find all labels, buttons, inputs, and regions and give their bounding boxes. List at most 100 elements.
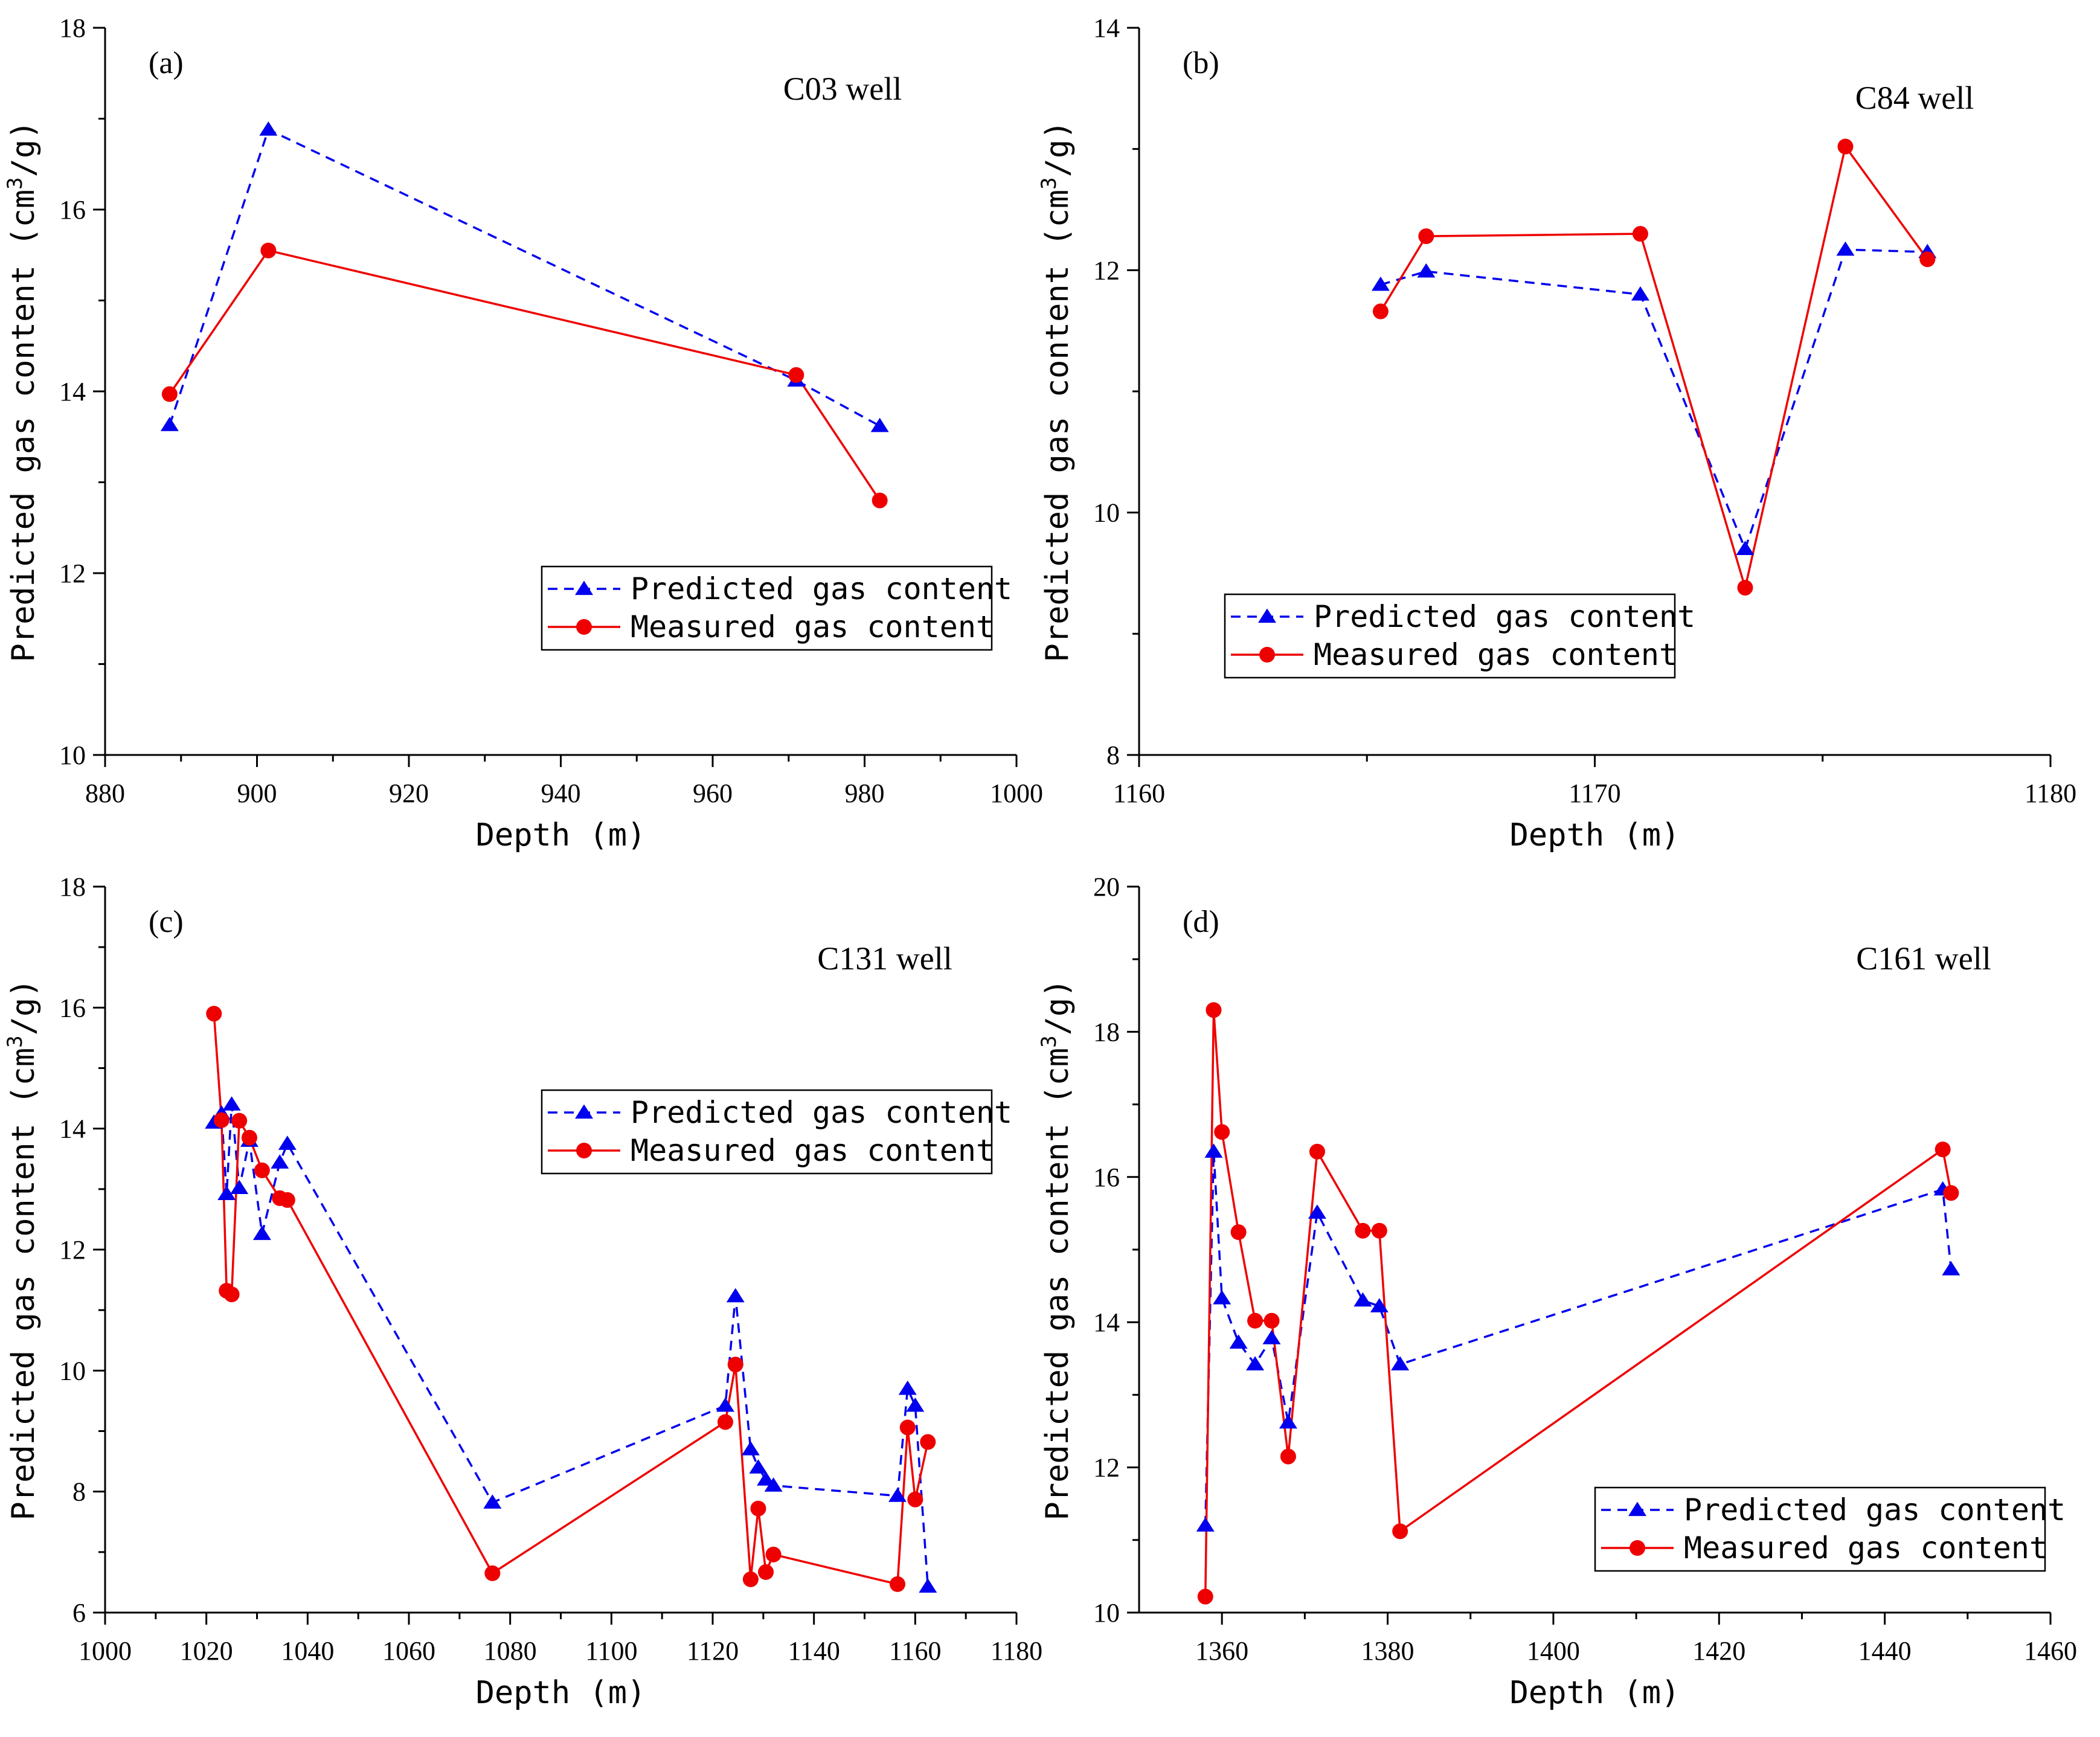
- x-axis-title: Depth (m): [1510, 817, 1680, 853]
- measured-point: [907, 1491, 923, 1507]
- y-tick-label: 18: [1093, 1017, 1120, 1047]
- predicted-point: [1204, 1143, 1223, 1158]
- legend-entry-label: Measured gas content: [631, 1133, 994, 1168]
- panel-label: (b): [1183, 46, 1219, 80]
- x-tick-label: 1420: [1692, 1636, 1745, 1666]
- predicted-point: [1213, 1290, 1231, 1305]
- predicted-point: [906, 1397, 925, 1412]
- x-tick-label: 1000: [79, 1636, 132, 1666]
- legend-triangle-marker: [575, 1104, 593, 1119]
- measured-point: [1935, 1141, 1951, 1158]
- panel-label: (c): [149, 905, 184, 939]
- predicted-series-line: [1380, 248, 1928, 552]
- y-tick-label: 18: [59, 872, 86, 902]
- predicted-point: [757, 1471, 775, 1486]
- legend-box: [1594, 1486, 2046, 1572]
- x-tick-label: 1360: [1195, 1636, 1248, 1666]
- predicted-point: [764, 1477, 783, 1492]
- predicted-point: [716, 1397, 734, 1412]
- y-tick-label: 12: [59, 559, 86, 588]
- predicted-point: [217, 1186, 236, 1200]
- x-axis-title: Depth (m): [476, 1675, 646, 1711]
- panel-label: (a): [149, 46, 184, 80]
- y-axis-title: Predicted gas content (cm3/g): [1037, 120, 1076, 662]
- y-tick-label: 8: [72, 1477, 86, 1507]
- y-tick-label: 16: [59, 993, 86, 1023]
- well-title: C131 well: [817, 940, 952, 977]
- x-tick-label: 1060: [382, 1636, 435, 1666]
- y-tick-label: 12: [1093, 1453, 1120, 1483]
- measured-point: [1392, 1523, 1408, 1540]
- measured-point: [1309, 1143, 1325, 1160]
- measured-point: [241, 1129, 257, 1146]
- predicted-point: [1417, 263, 1436, 278]
- x-tick-label: 920: [389, 779, 429, 808]
- measured-point: [206, 1006, 222, 1022]
- legend-triangle-marker: [1628, 1501, 1646, 1517]
- predicted-series-line: [169, 128, 881, 427]
- measured-point: [1737, 580, 1753, 596]
- well-title: C84 well: [1855, 80, 1974, 116]
- chart-panel-4: 1360 1380 1400 1420 1440 1460 10 12 14 16 18 20 Dept…: [1037, 872, 2077, 1711]
- y-tick-label: 18: [59, 13, 86, 43]
- x-axis-title: Depth (m): [1510, 1675, 1680, 1711]
- measured-point: [1197, 1588, 1213, 1605]
- measured-point: [765, 1546, 782, 1562]
- predicted-point: [1391, 1356, 1410, 1371]
- y-tick-label: 14: [1093, 1308, 1120, 1337]
- measured-point: [1214, 1124, 1230, 1140]
- predicted-point: [160, 417, 179, 431]
- predicted-point: [1229, 1334, 1248, 1349]
- measured-point: [223, 1286, 240, 1303]
- chart-panel-2: 1160 1170 1180 8 10 12 14 Depth (m) Predicted ga…: [1037, 13, 2076, 853]
- measured-point: [1371, 1222, 1387, 1239]
- y-tick-label: 14: [59, 377, 86, 406]
- y-tick-label: 10: [59, 1356, 86, 1385]
- x-tick-label: 1380: [1361, 1636, 1414, 1666]
- predicted-point: [888, 1488, 907, 1502]
- legend-circle-marker: [1259, 647, 1275, 663]
- y-tick-label: 16: [59, 195, 86, 225]
- legend-entry-label: Predicted gas content: [1684, 1492, 2066, 1527]
- predicted-point: [1836, 241, 1855, 256]
- predicted-point: [1262, 1330, 1281, 1344]
- measured-series-line: [1379, 144, 1928, 592]
- predicted-point: [1308, 1204, 1326, 1219]
- measured-point: [742, 1571, 759, 1587]
- legend-entry-label: Measured gas content: [1314, 637, 1677, 672]
- x-tick-label: 1440: [1858, 1636, 1912, 1666]
- measured-point: [1943, 1185, 1959, 1201]
- x-tick-label: 1100: [585, 1636, 637, 1666]
- legend-triangle-marker: [575, 580, 593, 596]
- predicted-point: [1246, 1356, 1265, 1371]
- measured-point: [758, 1564, 774, 1580]
- legend-circle-marker: [576, 1143, 592, 1158]
- x-axis-title: Depth (m): [476, 817, 646, 853]
- measured-point: [260, 242, 277, 258]
- predicted-point: [1279, 1414, 1297, 1429]
- x-tick-label: 1020: [180, 1636, 233, 1666]
- measured-point: [161, 386, 178, 402]
- measured-point: [1372, 303, 1389, 319]
- predicted-point: [919, 1578, 937, 1593]
- chart-panel-3: 1000 1020 1040 1060 1080 1100 1120 1140 1160 1180…: [3, 872, 1042, 1711]
- x-tick-label: 1400: [1527, 1636, 1580, 1666]
- legend-circle-marker: [576, 619, 592, 635]
- measured-series-line: [213, 1013, 930, 1586]
- legend-entry-label: Predicted gas content: [631, 571, 1012, 606]
- x-tick-label: 900: [237, 779, 277, 808]
- measured-point: [920, 1434, 936, 1450]
- y-tick-label: 10: [59, 740, 86, 770]
- well-title: C161 well: [1856, 940, 1991, 977]
- x-tick-label: 1160: [1113, 779, 1165, 808]
- x-tick-label: 1160: [889, 1636, 941, 1666]
- y-tick-label: 14: [59, 1114, 86, 1144]
- predicted-point: [749, 1459, 768, 1474]
- measured-point: [1355, 1222, 1371, 1239]
- predicted-point: [222, 1096, 241, 1111]
- measured-point: [1264, 1312, 1280, 1329]
- measured-point: [1919, 251, 1936, 268]
